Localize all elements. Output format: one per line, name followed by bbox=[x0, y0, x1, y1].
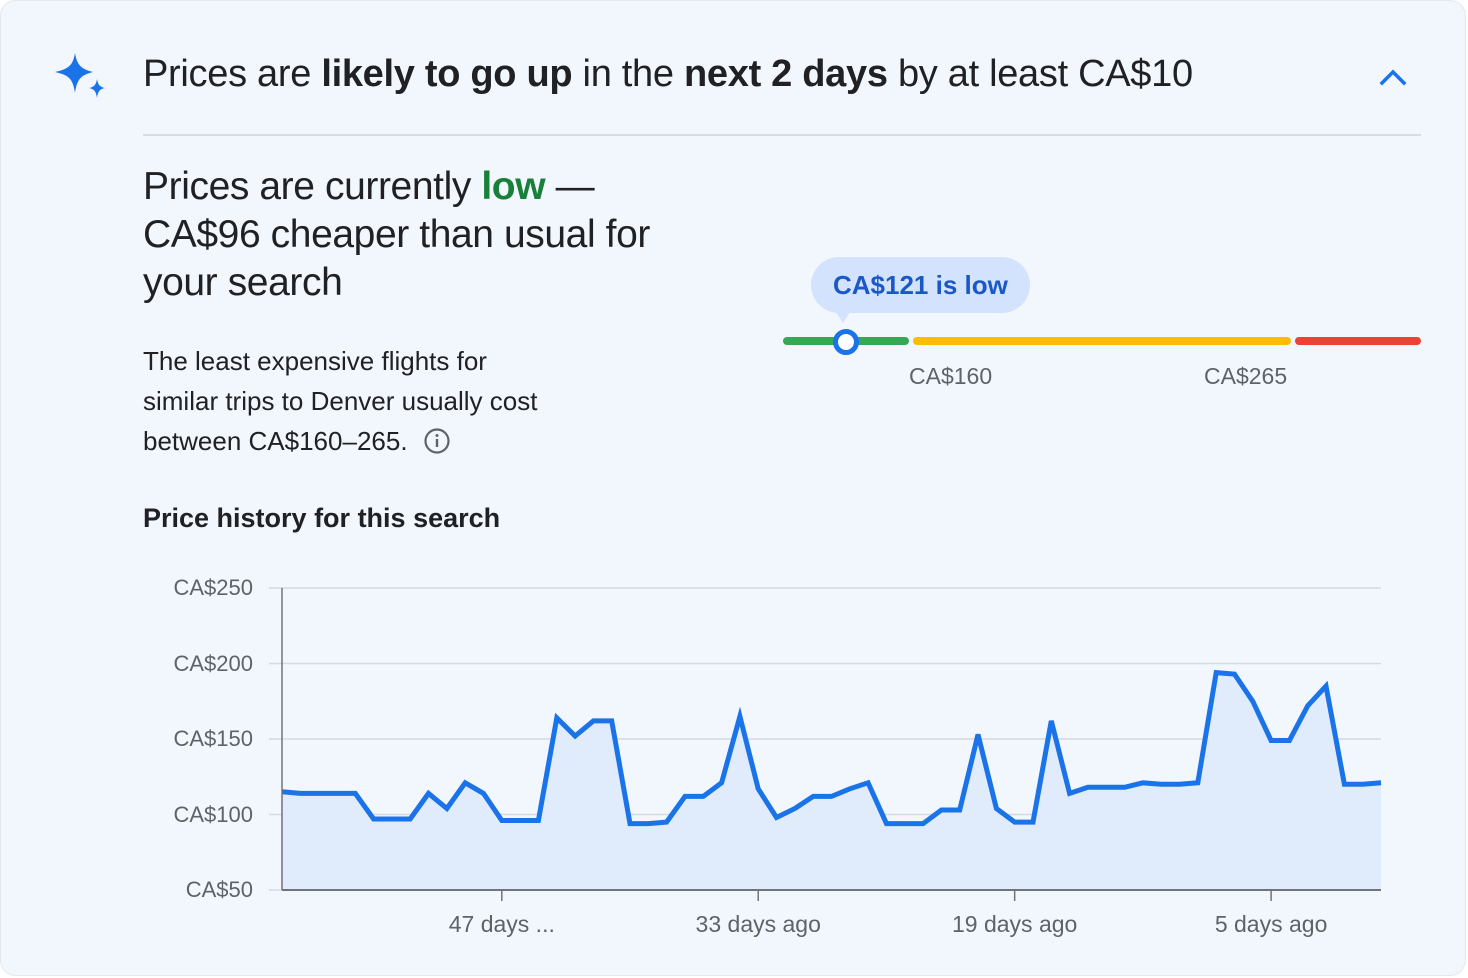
price-range-indicator: CA$121 is low CA$160 CA$265 bbox=[781, 257, 1423, 397]
chevron-up-icon bbox=[1379, 69, 1407, 86]
price-status-word: low bbox=[481, 165, 546, 208]
high-range-segment bbox=[1295, 337, 1421, 345]
x-tick-label: 19 days ago bbox=[951, 911, 1078, 937]
high-threshold-label: CA$265 bbox=[1204, 363, 1288, 389]
low-threshold-label: CA$160 bbox=[909, 363, 993, 389]
y-tick-label: CA$50 bbox=[185, 877, 253, 902]
y-tick-label: CA$250 bbox=[173, 575, 253, 600]
description-text: The least expensive flights for similar … bbox=[143, 346, 538, 456]
price-level-summary: Prices are currently low — CA$96 cheaper… bbox=[143, 163, 703, 307]
price-line bbox=[281, 669, 1382, 827]
current-price-marker bbox=[833, 329, 859, 355]
x-tick-label: 5 days ago bbox=[1214, 911, 1328, 937]
collapse-button[interactable] bbox=[1373, 59, 1413, 93]
current-price-bubble: CA$121 is low bbox=[811, 257, 1030, 313]
headline-emphasis-timeframe: next 2 days bbox=[683, 53, 888, 95]
sparkle-icon bbox=[55, 53, 105, 98]
headline-text: in the bbox=[572, 53, 684, 95]
price-history-title: Price history for this search bbox=[143, 503, 501, 533]
y-tick-label: CA$100 bbox=[173, 801, 253, 827]
headline-emphasis-trend: likely to go up bbox=[321, 53, 573, 95]
prediction-headline: Prices are likely to go up in the next 2… bbox=[143, 49, 1193, 99]
headline-text: by at least CA$10 bbox=[887, 53, 1193, 95]
price-history-chart[interactable]: CA$250 CA$200 CA$150 CA$100 CA$50 47 days ..… bbox=[1, 561, 1468, 961]
headline-text: Prices are bbox=[143, 53, 322, 95]
y-tick-label: CA$150 bbox=[173, 726, 253, 751]
x-tick-label: 47 days ... bbox=[448, 911, 555, 937]
bubble-pointer bbox=[835, 311, 851, 323]
header-divider bbox=[143, 134, 1421, 136]
x-tick-label: 33 days ago bbox=[695, 911, 821, 937]
info-icon[interactable] bbox=[423, 427, 451, 455]
y-tick-label: CA$200 bbox=[173, 650, 253, 676]
summary-text: — CA$96 cheaper than usual for your sear… bbox=[143, 165, 650, 304]
summary-text: Prices are currently bbox=[143, 165, 482, 208]
typical-range-segment bbox=[913, 337, 1291, 345]
typical-price-description: The least expensive flights for similar … bbox=[143, 341, 563, 461]
price-area-fill bbox=[282, 672, 1381, 890]
chart-plot-area bbox=[269, 587, 1382, 901]
